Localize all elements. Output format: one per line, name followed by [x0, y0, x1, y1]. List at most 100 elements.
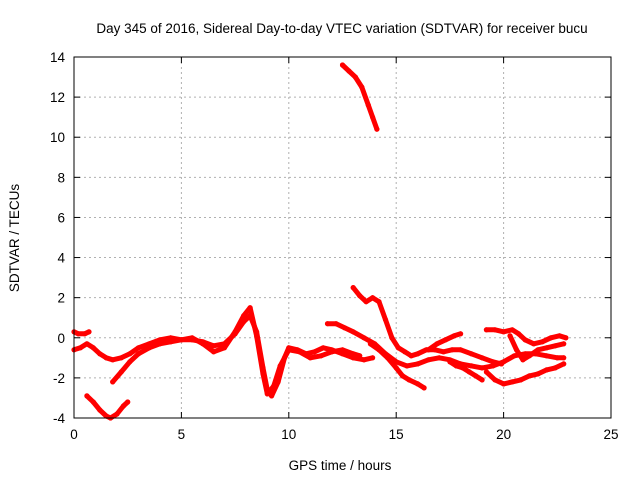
- data-point: [466, 369, 472, 375]
- grid-layer: [74, 57, 611, 418]
- data-point: [339, 62, 346, 68]
- data-point: [561, 361, 567, 367]
- y-tick-label: 10: [50, 130, 65, 145]
- data-point: [359, 84, 365, 90]
- data-point: [357, 293, 363, 299]
- data-arc-arc-13: [507, 333, 567, 363]
- data-point: [103, 413, 109, 419]
- data-arc-arc-11: [483, 327, 569, 347]
- data-point: [189, 335, 195, 341]
- data-point: [556, 333, 563, 339]
- plot-frame: [73, 56, 612, 419]
- data-point: [468, 363, 474, 369]
- data-point: [511, 353, 517, 359]
- data-point: [449, 347, 455, 353]
- data-point: [544, 367, 550, 373]
- data-point: [363, 299, 369, 305]
- data-point: [490, 363, 496, 369]
- data-point: [501, 329, 507, 335]
- data-point: [400, 373, 406, 379]
- data-point: [178, 337, 184, 343]
- data-point: [501, 359, 507, 365]
- data-point: [483, 369, 489, 375]
- data-series-line: [110, 305, 363, 397]
- data-point: [393, 365, 399, 371]
- data-point: [479, 355, 485, 361]
- data-arc-arc-5: [339, 62, 380, 132]
- data-point: [522, 337, 528, 343]
- data-point: [271, 383, 277, 389]
- data-point: [118, 355, 124, 361]
- data-arc-arc-8: [367, 341, 427, 391]
- data-point: [376, 347, 382, 353]
- data-point: [241, 313, 247, 319]
- data-point: [513, 347, 520, 353]
- data-point: [535, 347, 541, 353]
- data-point: [385, 355, 391, 361]
- data-point: [425, 347, 431, 353]
- data-point: [84, 393, 90, 399]
- data-point: [535, 371, 541, 377]
- data-point: [526, 353, 533, 359]
- data-point: [168, 339, 174, 345]
- data-point: [97, 351, 103, 357]
- y-tick-label: -2: [53, 371, 65, 386]
- data-point: [350, 329, 356, 335]
- data-point: [127, 359, 133, 365]
- data-point: [135, 351, 141, 357]
- data-point: [211, 343, 217, 349]
- data-point: [342, 325, 348, 331]
- data-point: [370, 355, 376, 361]
- data-point: [86, 329, 92, 335]
- data-point: [415, 381, 421, 387]
- data-point: [118, 369, 124, 375]
- data-point: [232, 329, 238, 335]
- data-point: [260, 371, 266, 377]
- data-point: [221, 345, 227, 351]
- data-point: [544, 353, 550, 359]
- data-point: [509, 327, 515, 333]
- data-point: [552, 365, 558, 371]
- data-point: [127, 351, 133, 357]
- data-point: [458, 347, 464, 353]
- data-point: [277, 363, 283, 369]
- data-arc-arc-2: [71, 329, 92, 337]
- data-point: [395, 345, 401, 351]
- data-point: [468, 351, 474, 357]
- data-point: [447, 359, 453, 365]
- data-point: [329, 349, 335, 355]
- data-point: [103, 355, 109, 361]
- data-point: [211, 349, 217, 355]
- data-point: [544, 345, 550, 351]
- data-arc-arc-6: [350, 285, 505, 367]
- data-point: [307, 355, 313, 361]
- data-point: [425, 357, 431, 363]
- data-point: [436, 355, 442, 361]
- data-point: [443, 337, 449, 343]
- x-tick-label: 15: [389, 427, 404, 442]
- data-point: [518, 377, 524, 383]
- y-tick-label: -4: [53, 411, 65, 426]
- data-point: [370, 114, 376, 120]
- data-arc-arc-4: [84, 393, 131, 421]
- data-arc-arc-3: [110, 305, 363, 397]
- data-point: [374, 126, 380, 132]
- data-point: [296, 349, 303, 355]
- data-point: [365, 102, 371, 108]
- data-point: [200, 341, 206, 347]
- data-arc-arc-12: [483, 361, 567, 387]
- data-point: [554, 355, 560, 361]
- y-tick-label: 12: [50, 90, 65, 105]
- y-tick-label: 6: [57, 210, 65, 225]
- y-tick-label: 0: [57, 331, 65, 346]
- data-point: [421, 385, 427, 391]
- data-point: [415, 361, 421, 367]
- y-tick-label: 8: [57, 170, 65, 185]
- data-point: [125, 399, 131, 405]
- x-tick-label: 5: [178, 427, 186, 442]
- data-point: [483, 327, 489, 333]
- data-point: [114, 411, 120, 417]
- data-arc-arc-7: [324, 321, 567, 371]
- data-point: [561, 355, 567, 361]
